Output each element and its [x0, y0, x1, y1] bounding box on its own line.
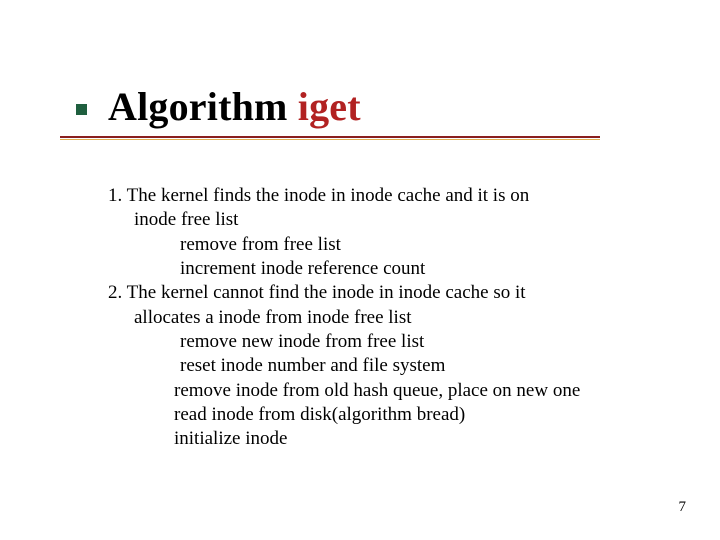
bullet-square-icon [76, 104, 87, 115]
body-line: remove inode from old hash queue, place … [108, 379, 648, 403]
body-line: inode free list [108, 208, 648, 232]
slide: Algorithm iget 1. The kernel finds the i… [0, 0, 720, 540]
slide-title: Algorithm iget [108, 86, 361, 128]
body-line: initialize inode [108, 427, 648, 451]
page-number: 7 [679, 499, 687, 516]
title-word-2: iget [298, 84, 361, 129]
title-block: Algorithm iget [60, 86, 361, 128]
title-word-1: Algorithm [108, 84, 298, 129]
rule-top [60, 136, 600, 138]
title-underline [60, 136, 600, 140]
body-line: remove new inode from free list [108, 330, 648, 354]
body-line: read inode from disk(algorithm bread) [108, 403, 648, 427]
slide-body: 1. The kernel finds the inode in inode c… [108, 184, 648, 451]
body-line: allocates a inode from inode free list [108, 306, 648, 330]
body-line: reset inode number and file system [108, 354, 648, 378]
body-line: 2. The kernel cannot find the inode in i… [108, 281, 648, 305]
body-line: 1. The kernel finds the inode in inode c… [108, 184, 648, 208]
body-line: remove from free list [108, 233, 648, 257]
body-line: increment inode reference count [108, 257, 648, 281]
rule-bottom [60, 139, 600, 140]
